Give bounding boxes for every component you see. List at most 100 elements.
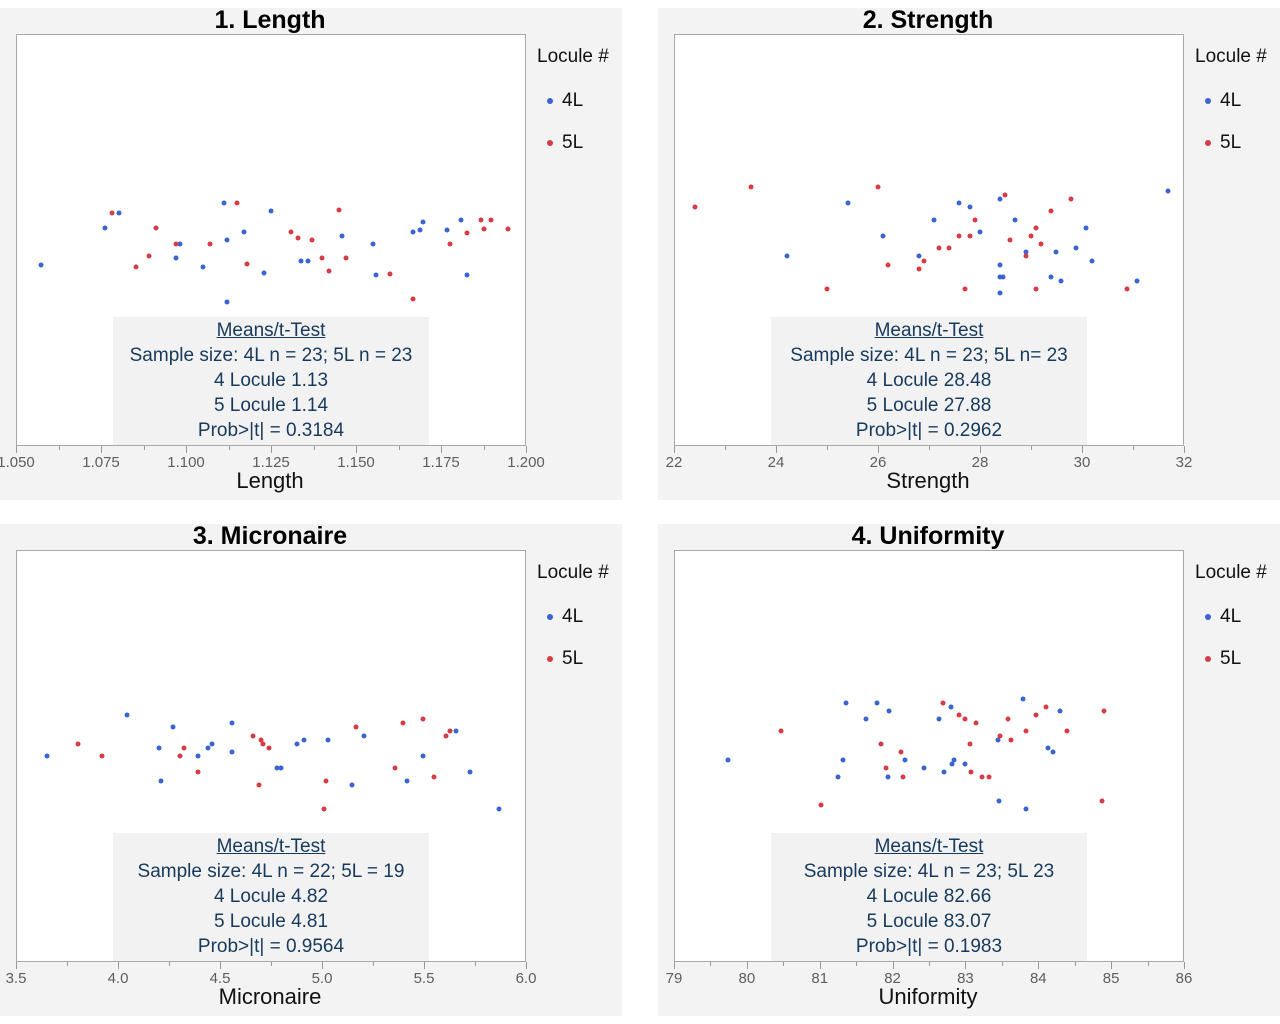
data-point-4l	[124, 712, 130, 718]
data-point-5l	[898, 749, 904, 755]
stats-sample-size: Sample size: 4L n = 23; 5L n= 23	[790, 345, 1068, 366]
data-point-4l	[170, 724, 176, 730]
x-tick-major	[1111, 962, 1113, 969]
data-point-4l	[784, 253, 790, 259]
data-point-5l	[878, 741, 884, 747]
x-tick-major	[356, 446, 357, 453]
series-4l-marker-icon	[547, 98, 553, 104]
data-point-5l	[488, 217, 494, 222]
data-point-4l	[294, 741, 300, 747]
x-axis: 79 80 81 82 83 84 85 86	[666, 962, 1192, 988]
data-point-4l	[404, 778, 410, 784]
data-point-5l	[387, 271, 393, 277]
series-4l-marker-icon	[1205, 614, 1211, 620]
legend-item-label: 5L	[562, 132, 584, 153]
x-tick-major	[101, 446, 102, 453]
data-point-4l	[229, 749, 235, 755]
data-point-4l	[229, 720, 235, 726]
legend-title: Locule #	[1195, 562, 1267, 583]
data-point-4l	[931, 217, 937, 222]
data-point-5l	[256, 782, 262, 788]
plot-area: Means/t-Test Sample size: 4L n = 23; 5L …	[16, 34, 526, 446]
data-point-5l	[962, 286, 968, 292]
panel-micronaire: 3. Micronaire Means/t-Test Sample size: …	[0, 522, 622, 1016]
data-point-4l	[373, 272, 379, 278]
x-tick-label: 1.150	[337, 454, 375, 471]
legend-item-4l: 4L	[547, 606, 583, 628]
data-point-4l	[1045, 745, 1051, 751]
data-point-5l	[921, 258, 927, 263]
legend: Locule # 4L 5L	[1195, 46, 1279, 153]
x-tick-minor	[169, 962, 170, 966]
stats-mean-4-locule: 4 Locule 28.48	[866, 370, 992, 391]
data-point-5l	[1068, 196, 1074, 202]
data-point-4l	[921, 765, 927, 771]
x-tick-minor	[856, 962, 858, 966]
data-point-4l	[1083, 225, 1089, 231]
x-tick-major	[674, 962, 675, 969]
data-point-5l	[1023, 253, 1029, 259]
data-point-4l	[305, 258, 311, 263]
data-point-4l	[951, 757, 957, 763]
x-tick-minor	[58, 446, 60, 450]
data-point-4l	[941, 769, 947, 775]
x-tick-minor	[1001, 962, 1003, 966]
legend: Locule # 4L 5L	[537, 46, 621, 153]
legend-item-5l: 5L	[1205, 132, 1241, 154]
data-point-5l	[75, 741, 81, 747]
x-tick-minor	[475, 962, 476, 966]
data-point-4l	[496, 806, 502, 812]
x-tick-major	[674, 446, 675, 453]
data-point-5l	[1033, 225, 1039, 231]
data-point-4l	[38, 262, 44, 268]
x-tick-label: 26	[869, 454, 887, 471]
data-point-4l	[956, 200, 962, 206]
x-tick-label: 5.5	[413, 970, 435, 987]
data-point-5l	[260, 741, 266, 747]
data-point-4l	[863, 716, 869, 722]
data-point-4l	[885, 774, 891, 779]
x-tick-minor	[783, 962, 785, 966]
stats-sample-size: Sample size: 4L n = 22; 5L = 19	[137, 861, 405, 882]
data-point-4l	[278, 765, 284, 771]
panel-title: 1. Length	[214, 6, 326, 34]
data-point-5l	[979, 774, 985, 779]
data-point-5l	[464, 230, 470, 236]
x-tick-major	[1082, 446, 1083, 453]
series-5l-marker-icon	[1205, 656, 1211, 662]
legend-item-label: 4L	[1220, 606, 1242, 627]
data-point-4l	[916, 253, 922, 259]
x-axis: 1.050 1.075 1.100 1.125 1.150 1.175 1.200	[0, 446, 545, 472]
panel-uniformity: 4. Uniformity Means/t-Test Sample size: …	[658, 522, 1280, 1016]
stats-mean-4-locule: 4 Locule 82.66	[866, 886, 992, 907]
data-point-5l	[967, 741, 973, 747]
data-point-4l	[339, 233, 345, 239]
x-tick-label: 1.175	[422, 454, 460, 471]
data-point-5l	[478, 217, 484, 223]
data-point-4l	[1073, 245, 1079, 251]
x-tick-major	[746, 962, 748, 969]
data-point-4l	[444, 227, 450, 233]
data-point-4l	[1057, 708, 1063, 714]
data-point-4l	[268, 208, 274, 214]
data-point-5l	[956, 233, 962, 239]
legend-item-label: 4L	[562, 90, 584, 111]
data-point-5l	[936, 245, 942, 251]
data-point-4l	[325, 737, 331, 743]
stats-box: Means/t-Test Sample size: 4L n = 23; 5L …	[771, 317, 1087, 445]
data-point-4l	[996, 798, 1002, 804]
data-point-4l	[997, 274, 1003, 280]
data-point-4l	[224, 237, 230, 243]
data-point-5l	[818, 802, 824, 808]
stats-mean-4-locule: 4 Locule 1.13	[213, 370, 329, 391]
data-point-5l	[447, 241, 453, 247]
x-tick-label: 30	[1073, 454, 1091, 471]
x-tick-label: 80	[738, 970, 756, 987]
legend-item-label: 4L	[562, 606, 584, 627]
data-point-5l	[824, 286, 830, 292]
data-point-5l	[207, 241, 213, 247]
data-point-5l	[99, 753, 105, 759]
data-point-4l	[173, 255, 179, 261]
x-tick-minor	[929, 446, 930, 450]
data-point-5l	[295, 235, 301, 241]
